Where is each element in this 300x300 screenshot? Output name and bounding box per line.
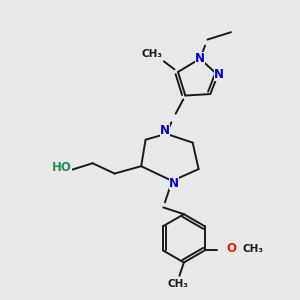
Text: N: N [160, 124, 170, 137]
Text: CH₃: CH₃ [242, 244, 263, 254]
Text: N: N [214, 68, 224, 81]
Text: N: N [169, 177, 178, 190]
Text: CH₃: CH₃ [142, 49, 163, 59]
Text: N: N [195, 52, 205, 65]
Text: HO: HO [52, 161, 72, 174]
Text: CH₃: CH₃ [167, 279, 188, 289]
Text: O: O [226, 242, 236, 255]
